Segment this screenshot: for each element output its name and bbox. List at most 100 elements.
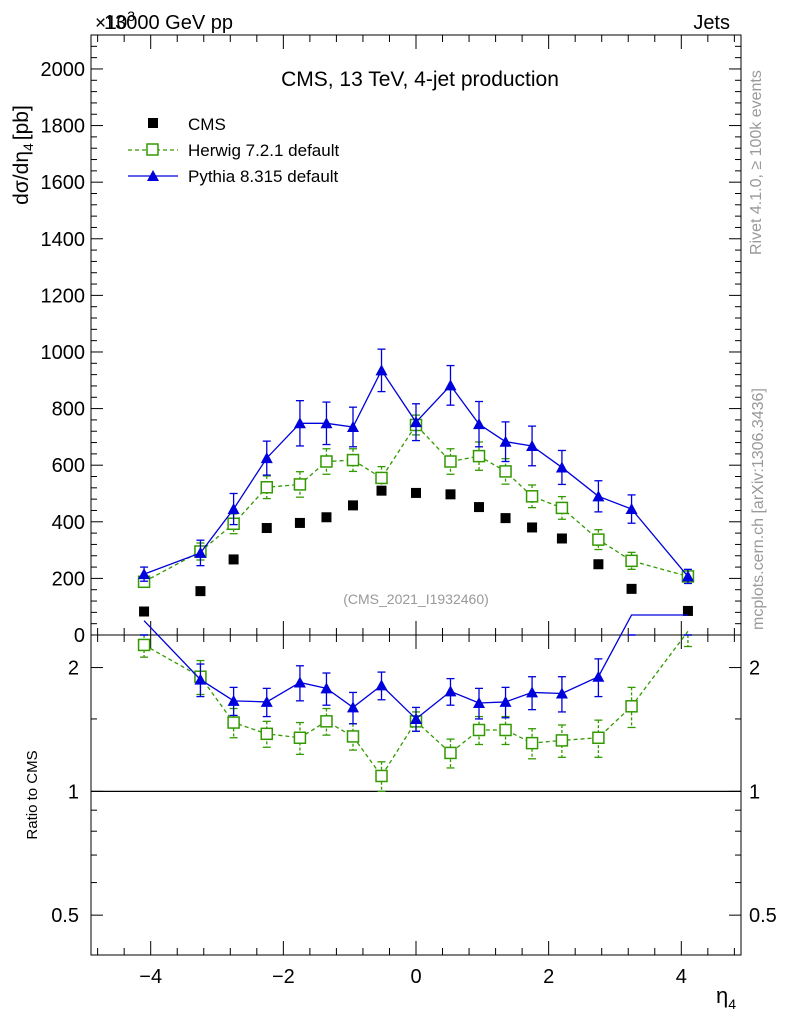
data-point	[625, 503, 638, 515]
x-tick-label: 2	[543, 966, 554, 988]
data-point	[346, 420, 359, 432]
data-point	[526, 686, 539, 698]
data-point	[626, 583, 637, 594]
data-point	[320, 455, 333, 468]
data-point	[320, 715, 333, 728]
data-point	[375, 769, 388, 783]
data-point	[347, 500, 358, 511]
y-tick-label: 600	[52, 455, 85, 477]
legend-cms-marker	[148, 118, 158, 128]
data-point	[500, 513, 511, 524]
main-series	[137, 348, 695, 617]
data-point	[194, 673, 207, 685]
data-point	[472, 723, 486, 737]
y-tick-label: 1600	[41, 172, 86, 194]
data-point	[194, 546, 207, 558]
legend-pythia-marker	[147, 170, 159, 181]
header-right-title: Jets	[693, 12, 730, 34]
data-point	[445, 489, 456, 500]
y-tick-label: 2000	[41, 59, 86, 81]
ratio-panel: Ratio to CMS 0.5 0.5 1 1 2 2 −4 −2 0 2 4 η4	[24, 614, 777, 1012]
y-tick-label: 1000	[41, 342, 86, 364]
rivet-label: Rivet 4.1.0, ≥ 100k events	[748, 70, 765, 255]
y-tick-label: 1400	[41, 229, 86, 251]
data-point	[411, 487, 421, 498]
y-axis-label: dσ/dη4[pb]	[10, 105, 36, 205]
data-point	[321, 512, 332, 523]
data-point	[625, 700, 638, 713]
data-point	[555, 501, 569, 515]
data-point	[375, 679, 388, 691]
data-point	[137, 638, 151, 652]
y-tick-label: 400	[52, 512, 85, 534]
data-point	[375, 471, 388, 485]
data-point	[526, 439, 539, 451]
main-title: CMS, 13 TeV, 4-jet production	[281, 68, 559, 91]
data-point	[294, 517, 305, 528]
data-point	[555, 687, 568, 699]
data-point	[592, 670, 605, 682]
data-point	[625, 554, 638, 568]
data-point	[227, 503, 240, 515]
data-point	[410, 712, 422, 724]
y-tick-label: 800	[52, 399, 85, 421]
y-tick-label: 1800	[41, 116, 86, 138]
y-tick-label: 200	[52, 568, 85, 590]
data-point	[474, 502, 485, 513]
data-point	[293, 731, 307, 745]
data-point	[499, 435, 512, 447]
data-point	[227, 694, 240, 706]
ratio-y-tick-label-right: 0.5	[749, 905, 777, 927]
data-point	[228, 554, 239, 565]
data-point	[444, 685, 457, 697]
x-tick-label: 0	[410, 966, 421, 988]
x-tick-label: −4	[139, 966, 162, 988]
data-point	[293, 478, 307, 491]
data-point	[260, 695, 273, 707]
data-point	[472, 449, 486, 463]
ratio-y-tick-label-right: 2	[749, 658, 760, 680]
ratio-y-ticks: 0.5 0.5 1 1 2 2	[51, 658, 777, 928]
legend-herwig-marker	[146, 143, 159, 156]
data-point	[138, 568, 151, 580]
data-point	[293, 676, 306, 688]
data-point	[346, 730, 360, 743]
data-point	[261, 523, 272, 534]
data-point	[525, 736, 539, 750]
x-tick-label: 4	[676, 966, 687, 988]
data-point	[346, 701, 359, 713]
y-tick-label: 1200	[41, 285, 86, 307]
data-point	[346, 453, 360, 467]
data-point	[592, 533, 605, 546]
main-panel: CMS, 13 TeV, 4-jet production (CMS_2021_…	[10, 34, 742, 647]
ratio-x-ticks: −4 −2 0 2 4	[97, 635, 735, 988]
data-point	[444, 379, 457, 391]
data-point	[555, 734, 569, 747]
ratio-y-tick-label: 1	[68, 781, 79, 803]
data-point	[682, 605, 693, 616]
data-point	[375, 364, 388, 376]
data-point	[681, 570, 694, 582]
data-point	[293, 417, 306, 429]
legend-pythia-label: Pythia 8.315 default	[188, 167, 339, 186]
data-point	[376, 485, 387, 496]
data-point	[556, 533, 567, 544]
header-left-title: 13000 GeV pp	[104, 12, 233, 34]
data-point	[320, 417, 333, 429]
exponent-label: ×103	[95, 8, 135, 34]
data-point	[473, 697, 486, 709]
series-line	[143, 423, 689, 583]
data-point	[525, 490, 539, 503]
series-line	[143, 369, 689, 577]
data-point	[227, 716, 240, 729]
legend-cms-label: CMS	[188, 115, 226, 134]
ratio-y-tick-label: 2	[68, 658, 79, 680]
series-line	[143, 630, 689, 778]
main-y-ticks: 0 200 400 600 800 1000 1200 1400 1600 1800 2000	[41, 34, 741, 647]
legend-herwig-label: Herwig 7.2.1 default	[188, 141, 339, 160]
data-point	[410, 416, 422, 428]
main-x-ticks	[97, 35, 735, 635]
data-point	[260, 481, 274, 494]
x-tick-label: −2	[272, 966, 295, 988]
